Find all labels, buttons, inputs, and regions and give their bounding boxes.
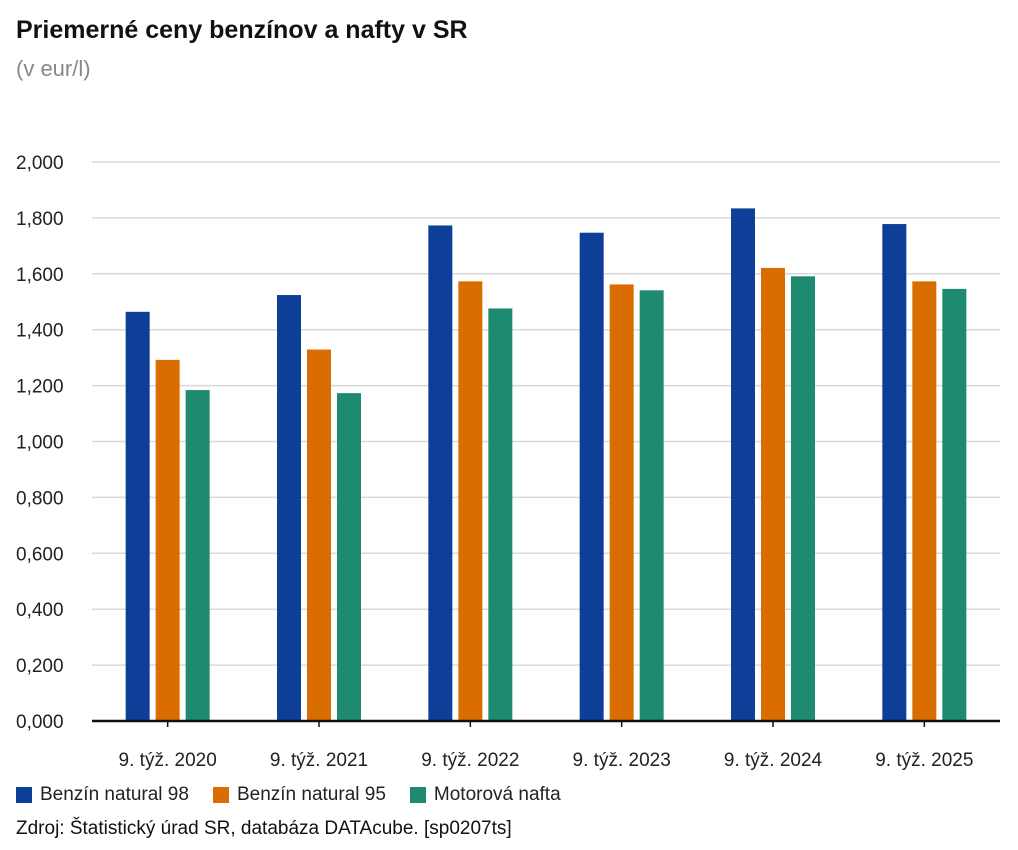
y-tick-label: 1,600 <box>16 265 64 286</box>
bar <box>639 290 664 721</box>
legend-item-2[interactable]: Motorová nafta <box>409 784 561 806</box>
bar-chart: 0,000 0,200 0,400 0,600 0,800 1,000 1,200 1,400… <box>16 153 1000 771</box>
bar <box>185 390 210 721</box>
y-tick-label: 1,800 <box>16 209 64 230</box>
bar <box>337 393 361 721</box>
x-tick-label: 9. týž. 2022 <box>421 750 519 771</box>
y-tick-label: 0,400 <box>16 600 64 621</box>
x-tick-label: 9. týž. 2023 <box>573 750 671 771</box>
source-note: Zdroj: Štatistický úrad SR, databáza DAT… <box>16 818 512 839</box>
x-tick-label: 9. týž. 2021 <box>270 750 368 771</box>
y-tick-label: 1,000 <box>16 433 64 454</box>
legend-swatch-0 <box>16 787 32 803</box>
legend-swatch-1 <box>212 787 229 803</box>
bar <box>428 225 453 721</box>
x-tick-label: 9. týž. 2025 <box>875 750 973 771</box>
y-tick-label: 0,800 <box>16 488 64 509</box>
y-tick-label: 0,600 <box>16 544 64 565</box>
chart-title: Priemerné ceny benzínov a nafty v SR <box>16 16 468 44</box>
legend-swatch-2 <box>409 787 426 803</box>
bar <box>277 295 301 721</box>
bar <box>609 284 634 721</box>
legend-label-1: Benzín natural 95 <box>236 784 386 805</box>
bar <box>942 288 967 721</box>
bar <box>125 311 150 721</box>
y-tick-label: 0,000 <box>16 712 64 733</box>
legend-item-1[interactable]: Benzín natural 95 <box>212 784 386 806</box>
bar <box>155 359 180 721</box>
chart-subtitle: (v eur/l) <box>16 56 91 81</box>
y-tick-label: 2,000 <box>16 153 64 174</box>
bar <box>912 281 937 721</box>
bar <box>488 308 513 721</box>
y-tick-label: 0,200 <box>16 656 64 677</box>
x-tick-label: 9. týž. 2024 <box>724 750 823 771</box>
legend-label-0: Benzín natural 98 <box>40 784 189 805</box>
legend-label-2: Motorová nafta <box>433 784 561 805</box>
y-tick-label: 1,200 <box>16 377 64 398</box>
bar <box>761 267 785 721</box>
bar <box>882 224 907 721</box>
x-tick-label: 9. týž. 2020 <box>119 750 217 771</box>
bar <box>731 208 755 722</box>
legend-item-0[interactable]: Benzín natural 98 <box>16 784 189 806</box>
bar <box>791 276 815 721</box>
y-tick-label: 1,400 <box>16 321 64 342</box>
bar <box>458 281 483 721</box>
bar <box>307 349 331 721</box>
legend: Benzín natural 98 Benzín natural 95 Moto… <box>16 784 585 806</box>
bar <box>579 232 604 721</box>
